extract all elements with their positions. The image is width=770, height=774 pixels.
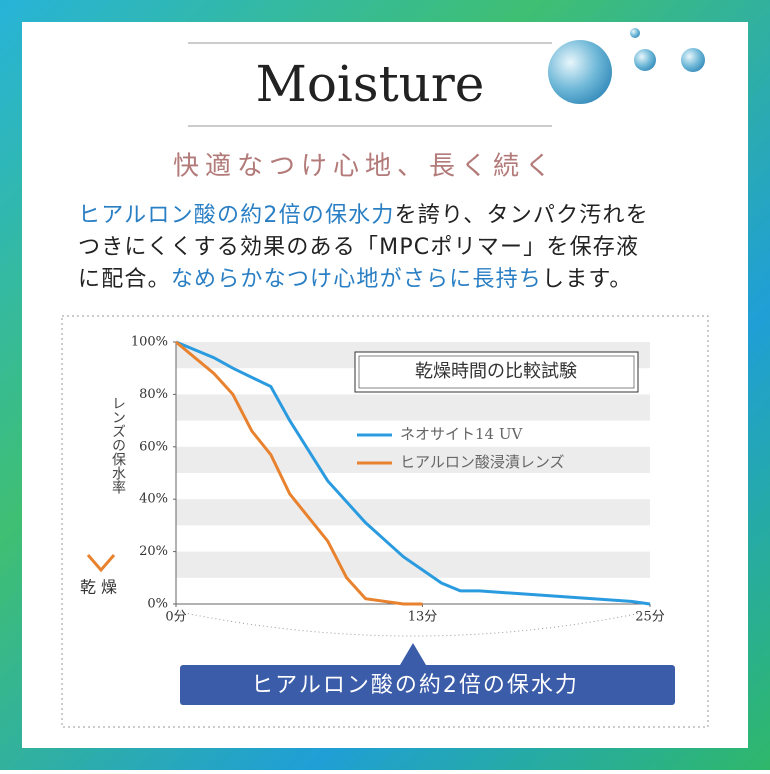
y-axis-label: レンズの保水率 [110, 396, 126, 494]
legend-title-box [358, 355, 635, 389]
droplet [681, 48, 705, 72]
series-line [175, 340, 423, 606]
body-segment: に配合。 [78, 267, 171, 292]
stripe [176, 394, 650, 421]
droplet [548, 40, 612, 104]
chart-frame [61, 315, 709, 728]
title: Moisture [256, 55, 485, 113]
y-tick-label: 40% [139, 492, 168, 507]
y-tick-label: 0% [147, 597, 168, 612]
body-line: つきにくくする効果のある「MPCポリマー」を保存液 [78, 235, 639, 260]
subtitle: 快適なつけ心地、長く続く [173, 152, 557, 182]
body-segment: します。 [542, 267, 633, 292]
legend-title-box [354, 351, 639, 393]
x-tick-label: 13分 [408, 610, 438, 625]
span-bracket [179, 611, 647, 637]
droplet [634, 49, 656, 71]
series-line [175, 340, 651, 606]
y-tick-label: 100% [131, 335, 168, 350]
y-tick-label: 60% [139, 439, 168, 454]
legend-label: ネオサイト14 UV [400, 425, 523, 443]
chart-title: 乾燥時間の比較試験 [415, 361, 577, 382]
stripe [176, 499, 650, 526]
y-tick-label: 80% [139, 387, 168, 402]
body-segment: を誇り、タンパク汚れを [395, 203, 649, 228]
body-text: ヒアルロン酸の約2倍の保水力を誇り、タンパク汚れをつきにくくする効果のある「MP… [78, 203, 649, 292]
body-segment: ヒアルロン酸の約2倍の保水力 [78, 203, 395, 228]
droplet [630, 28, 640, 38]
body-segment: なめらかなつけ心地がさらに長持ち [171, 267, 542, 292]
body-segment: つきにくくする効果のある「MPCポリマー」を保存液 [78, 235, 639, 260]
legend-label: ヒアルロン酸浸漬レンズ [400, 453, 565, 471]
x-tick-label: 0分 [165, 610, 186, 625]
axis-arrowhead [86, 554, 116, 573]
callout-text: ヒアルロン酸の約2倍の保水力 [251, 673, 579, 698]
body-line: ヒアルロン酸の約2倍の保水力を誇り、タンパク汚れを [78, 203, 649, 228]
y-bottom-label: 乾燥 [80, 578, 122, 597]
stripe [176, 446, 650, 473]
chart: 0% 20% 40% 60% 80% 100% 0分 13分 25分 ネオサイト14 UV ヒアルロ… [131, 335, 665, 625]
callout [180, 665, 675, 705]
y-tick-label: 20% [139, 544, 168, 559]
callout-pointer [400, 643, 426, 665]
x-tick-label: 25分 [635, 610, 665, 625]
body-line: に配合。なめらかなつけ心地がさらに長持ちします。 [78, 267, 633, 292]
